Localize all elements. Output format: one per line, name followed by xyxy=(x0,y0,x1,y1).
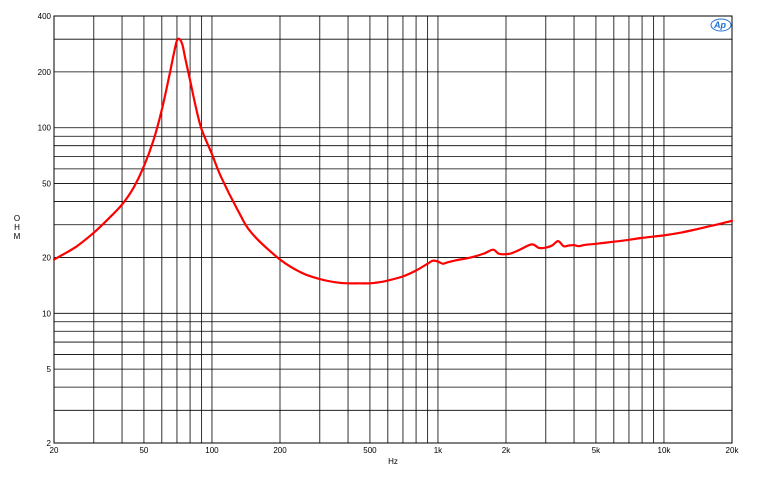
y-axis-title-letter: M xyxy=(14,232,21,241)
series-line xyxy=(52,37,734,285)
y-tick-label: 10 xyxy=(42,309,51,318)
x-tick-label: 2k xyxy=(502,446,511,455)
y-axis-title: OHM xyxy=(14,214,21,241)
y-tick-label: 200 xyxy=(38,68,52,77)
x-tick-label: 20k xyxy=(726,446,740,455)
y-tick-label: 400 xyxy=(38,12,52,21)
x-axis-title: Hz xyxy=(388,457,398,466)
ap-logo: Ap xyxy=(710,18,732,32)
x-tick-label: 200 xyxy=(273,446,287,455)
x-tick-label: 10k xyxy=(658,446,672,455)
x-axis-ticks: 20 50 100 200 500 1k 2k 5k 10k 20k xyxy=(50,446,740,455)
y-axis-title-letter: O xyxy=(14,214,20,223)
x-tick-label: 20 xyxy=(50,446,59,455)
x-tick-label: 5k xyxy=(592,446,601,455)
data-series xyxy=(52,37,734,285)
y-tick-label: 5 xyxy=(47,365,52,374)
y-axis-title-letter: H xyxy=(14,223,20,232)
logo-text: Ap xyxy=(713,20,726,30)
x-tick-label: 50 xyxy=(139,446,148,455)
y-tick-label: 100 xyxy=(38,124,52,133)
plot-frame xyxy=(53,15,733,444)
x-tick-label: 100 xyxy=(205,446,219,455)
y-tick-label: 50 xyxy=(42,180,51,189)
y-axis-ticks: 2 5 10 20 50 100 200 400 xyxy=(38,12,52,448)
x-tick-label: 1k xyxy=(434,446,443,455)
chart-grid xyxy=(53,15,733,444)
x-tick-label: 500 xyxy=(363,446,377,455)
y-tick-label: 2 xyxy=(47,439,52,448)
logo-ring xyxy=(710,18,732,32)
y-tick-label: 20 xyxy=(42,253,51,262)
